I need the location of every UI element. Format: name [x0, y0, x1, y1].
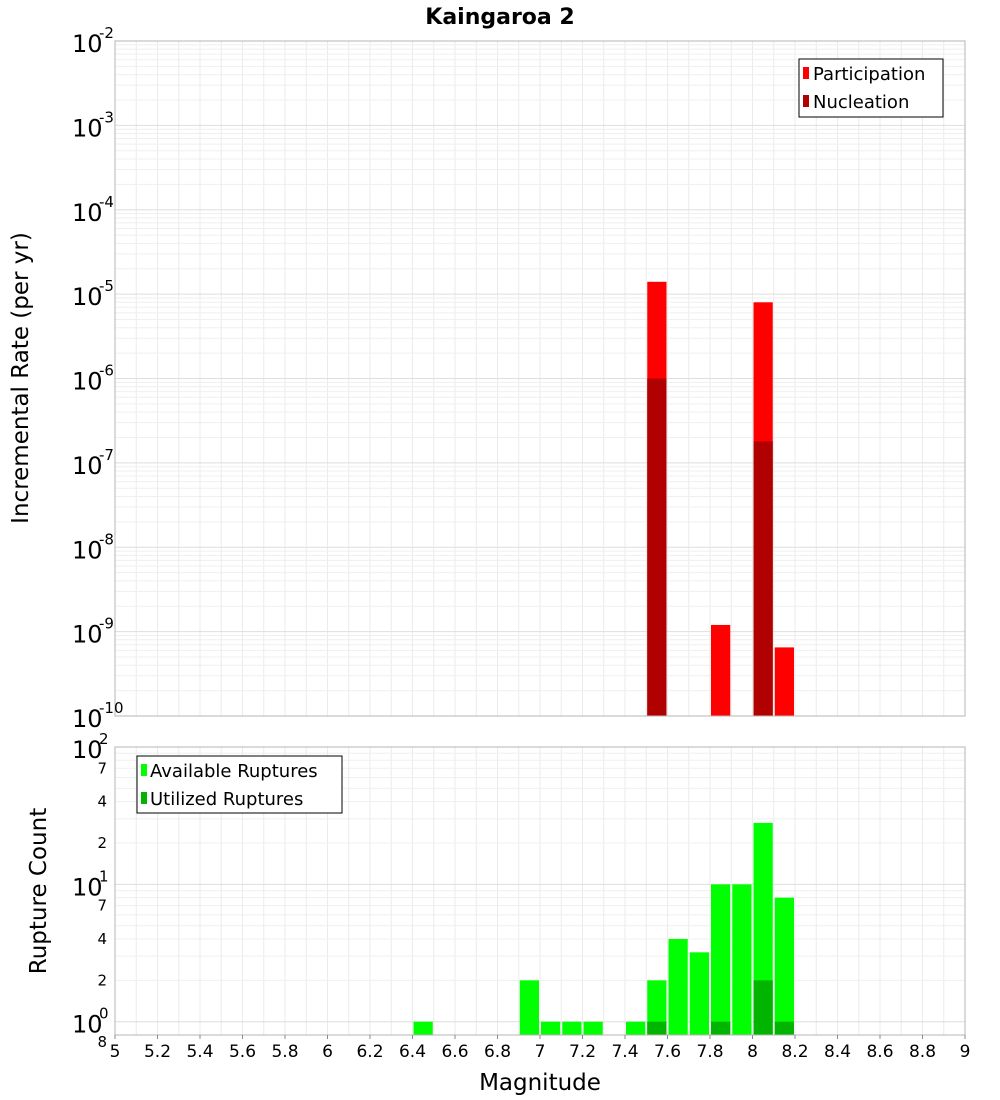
x-axis-label: Magnitude — [479, 1070, 601, 1096]
bottom-legend: Available Ruptures Utilized Ruptures — [136, 755, 343, 814]
bottom-y-tick-exponent: 2 — [99, 730, 109, 748]
available-ruptures-bar — [689, 952, 709, 1035]
bottom-legend-box — [136, 755, 343, 814]
bottom-y-tick-exponent: 1 — [99, 867, 109, 885]
bottom-y-tick-label: 10 — [72, 736, 103, 764]
x-tick-label: 7.8 — [696, 1042, 723, 1062]
bottom-y-minor-tick-label: 7 — [97, 897, 107, 915]
top-y-tick-exponent: -10 — [99, 699, 124, 717]
x-tick-label: 5.4 — [186, 1042, 213, 1062]
top-y-tick-exponent: -6 — [99, 362, 114, 380]
top-y-tick-label: 10 — [72, 283, 103, 311]
x-tick-label: 7.2 — [569, 1042, 596, 1062]
bottom-y-tick-label: 10 — [72, 1011, 103, 1039]
x-tick-label: 7.4 — [611, 1042, 638, 1062]
utilized-ruptures-bar — [774, 1021, 794, 1035]
x-tick-label: 6.2 — [356, 1042, 383, 1062]
x-tick-label: 6.6 — [441, 1042, 468, 1062]
bottom-y-minor-tick-label: 7 — [97, 759, 107, 777]
bottom-y-tick-exponent: 0 — [99, 1005, 109, 1023]
top-y-tick-label: 10 — [72, 30, 103, 58]
top-y-tick-label: 10 — [72, 114, 103, 142]
x-tick-label: 5.2 — [144, 1042, 171, 1062]
utilized-ruptures-bar — [753, 980, 773, 1035]
legend-nucleation-label: Nucleation — [813, 92, 909, 113]
available-ruptures-bar — [583, 1021, 603, 1035]
x-tick-label: 7.6 — [654, 1042, 681, 1062]
x-tick-label: 7 — [535, 1042, 546, 1062]
utilized-ruptures-bar — [647, 1021, 667, 1035]
top-gridlines — [114, 41, 966, 717]
available-ruptures-bar — [519, 980, 539, 1035]
available-ruptures-bar — [647, 980, 667, 1035]
bottom-y-tick-label: 10 — [72, 873, 103, 901]
x-tick-label: 8.2 — [781, 1042, 808, 1062]
available-ruptures-bar — [413, 1021, 433, 1035]
bottom-y-minor-tick-label: 2 — [97, 834, 107, 852]
legend-available-swatch — [141, 764, 147, 776]
top-y-tick-exponent: -3 — [99, 108, 114, 126]
legend-participation-label: Participation — [813, 64, 925, 85]
top-y-axis-label: Incremental Rate (per yr) — [8, 232, 34, 524]
top-y-tick-label: 10 — [72, 452, 103, 480]
available-ruptures-bar — [668, 939, 688, 1035]
x-tick-label: 8.6 — [866, 1042, 893, 1062]
x-tick-label: 8.4 — [824, 1042, 851, 1062]
x-tick-label: 8 — [747, 1042, 758, 1062]
nucleation-bar — [647, 378, 667, 716]
x-tick-label: 5 — [110, 1042, 121, 1062]
bottom-bars — [413, 822, 794, 1035]
available-ruptures-bar — [626, 1021, 646, 1035]
bottom-y-minor-tick-label: 4 — [97, 930, 107, 948]
utilized-ruptures-bar — [711, 1021, 731, 1035]
bottom-y-axis-label: Rupture Count — [26, 808, 52, 974]
bottom-y-minor-tick-label: 4 — [97, 793, 107, 811]
top-y-tick-exponent: -4 — [99, 193, 114, 211]
nucleation-bar — [753, 441, 773, 716]
chart-title: Kaingaroa 2 — [425, 5, 574, 30]
top-y-tick-exponent: -5 — [99, 277, 114, 295]
available-ruptures-bar — [541, 1021, 561, 1035]
available-ruptures-bar — [562, 1021, 582, 1035]
top-y-tick-label: 10 — [72, 621, 103, 649]
top-y-tick-exponent: -8 — [99, 530, 114, 548]
bottom-x-ticks: 5 5.2 5.4 5.6 5.8 6 6.2 6.4 6.6 6.8 7 7.2 7.4 7.6 7.8 8… — [110, 1035, 971, 1062]
top-y-tick-label: 10 — [72, 536, 103, 564]
available-ruptures-bar — [711, 884, 731, 1035]
legend-nucleation-swatch — [803, 95, 809, 107]
legend-available-label: Available Ruptures — [150, 761, 318, 782]
available-ruptures-bar — [774, 897, 794, 1035]
top-y-tick-label: 10 — [72, 368, 103, 396]
x-tick-label: 6.4 — [399, 1042, 426, 1062]
x-tick-label: 5.6 — [229, 1042, 256, 1062]
x-tick-label: 9 — [960, 1042, 971, 1062]
top-plot-frame — [114, 40, 966, 717]
top-y-tick-label: 10 — [72, 199, 103, 227]
x-tick-label: 6.8 — [484, 1042, 511, 1062]
x-tick-label: 8.8 — [909, 1042, 936, 1062]
top-y-tick-exponent: -2 — [99, 24, 114, 42]
top-legend: Participation Nucleation — [798, 58, 944, 118]
legend-participation-swatch — [803, 67, 809, 79]
bottom-y-minor-tick-label: 8 — [97, 1033, 107, 1051]
x-tick-label: 6 — [322, 1042, 333, 1062]
legend-utilized-label: Utilized Ruptures — [150, 789, 303, 810]
top-y-tick-exponent: -7 — [99, 446, 114, 464]
top-y-tick-label: 10 — [72, 705, 103, 733]
participation-bar — [711, 624, 731, 716]
top-y-tick-exponent: -9 — [99, 615, 114, 633]
top-legend-box — [798, 58, 944, 118]
top-bars — [647, 281, 794, 716]
available-ruptures-bar — [732, 884, 752, 1035]
x-tick-label: 5.8 — [271, 1042, 298, 1062]
bottom-y-minor-tick-label: 2 — [97, 971, 107, 989]
participation-bar — [774, 647, 794, 716]
legend-utilized-swatch — [141, 792, 147, 804]
